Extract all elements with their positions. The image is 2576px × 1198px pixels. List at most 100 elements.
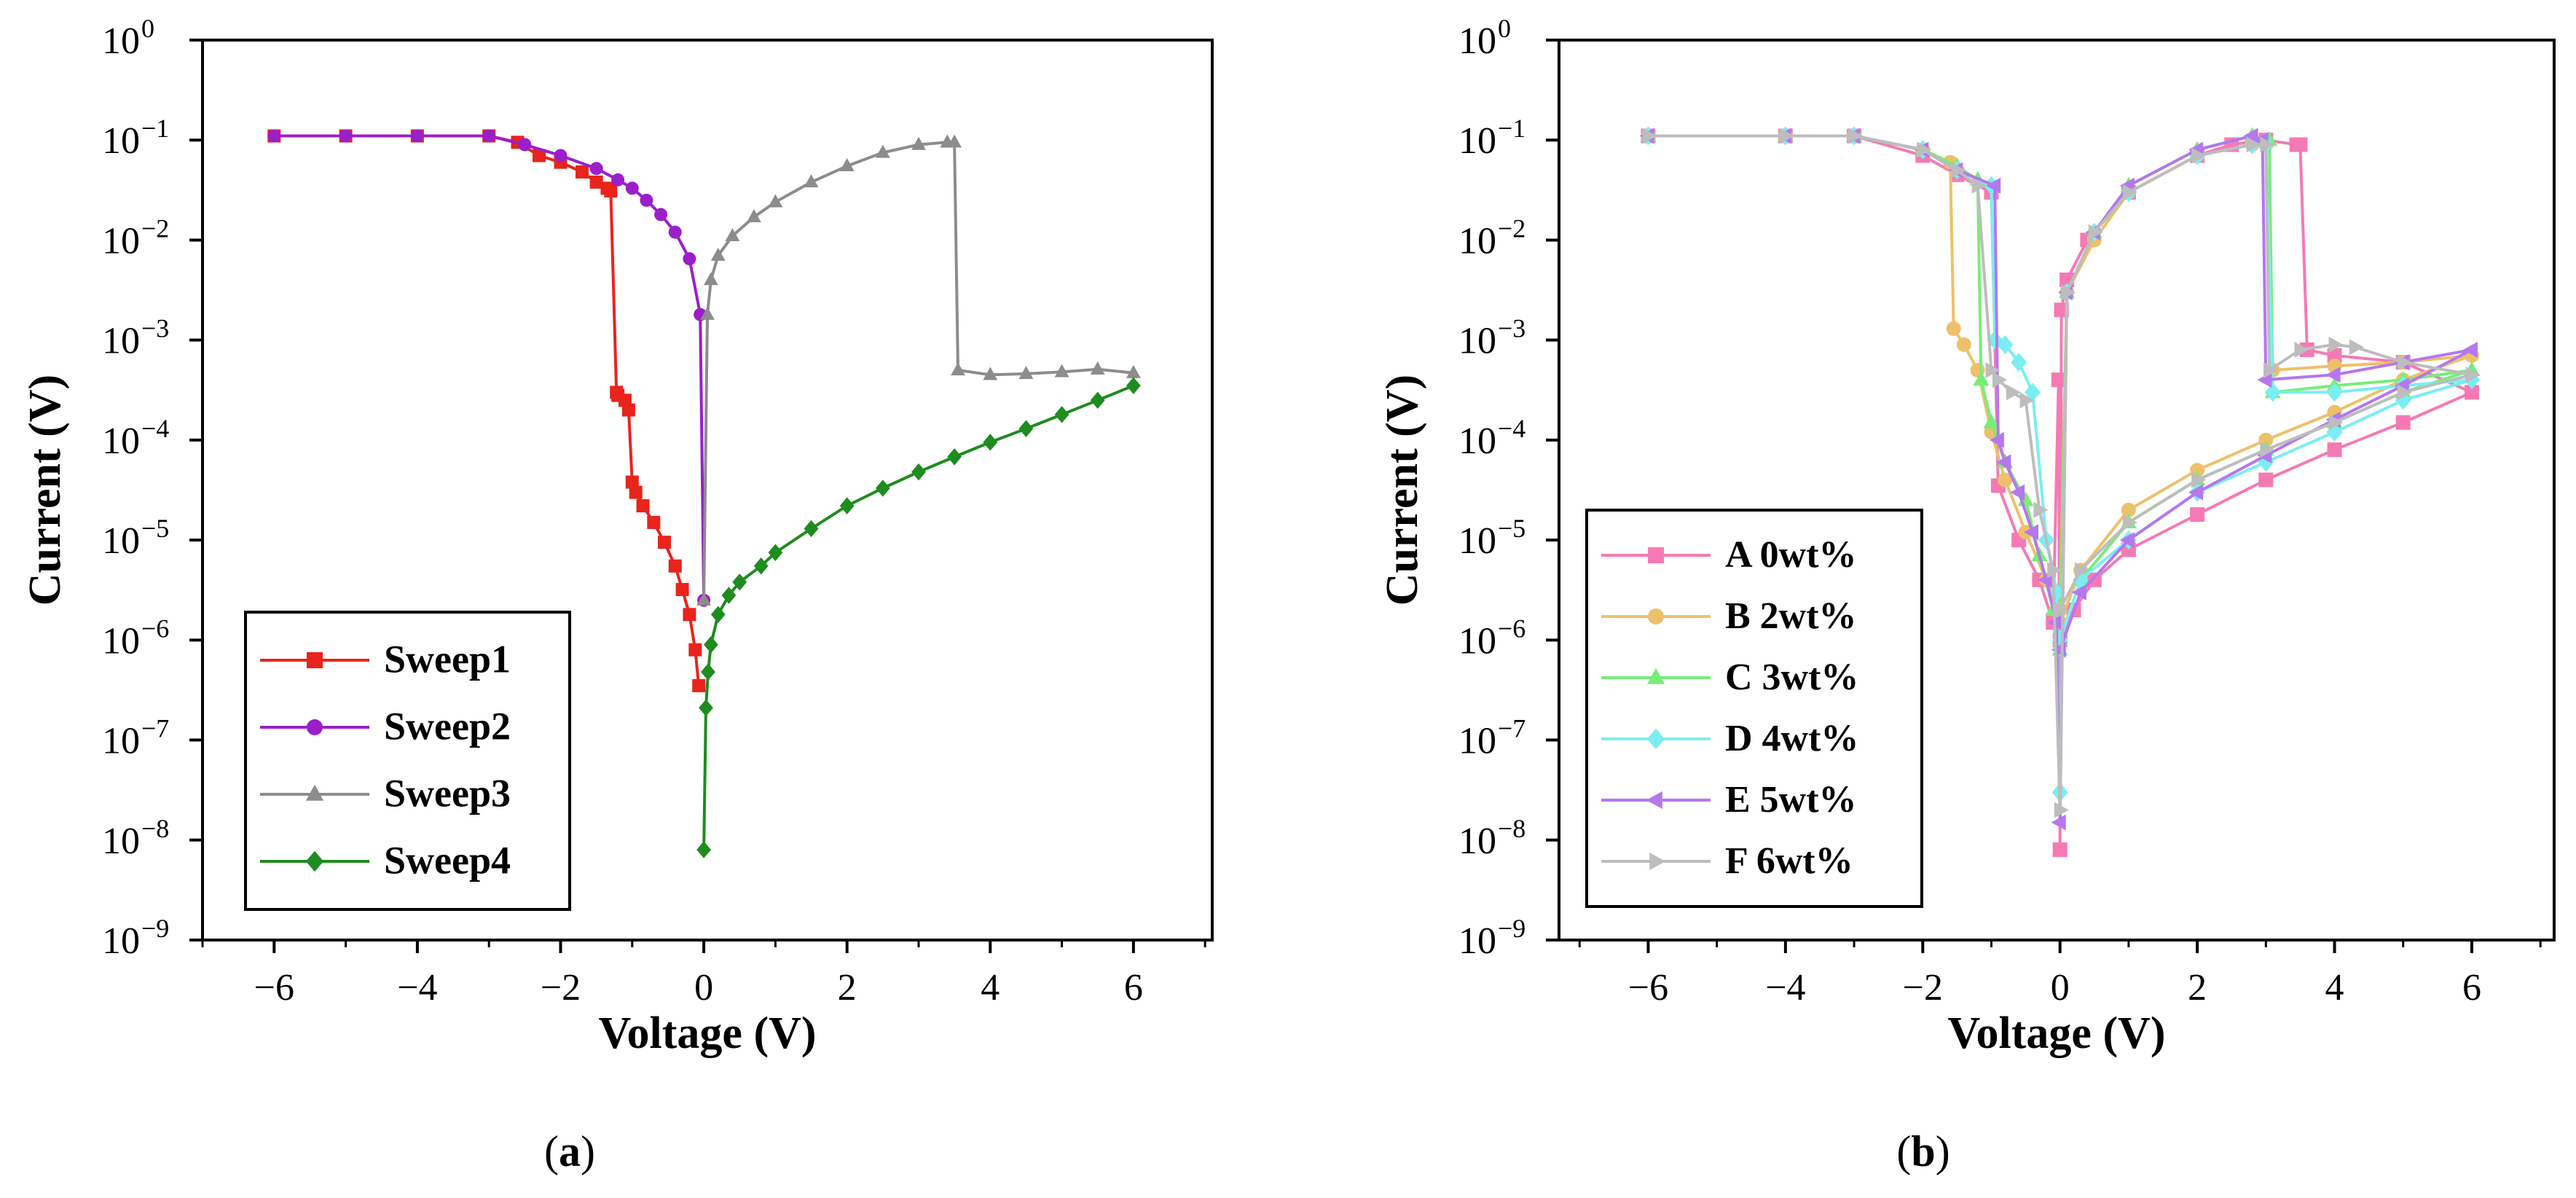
x-tick-label: 4 bbox=[2325, 967, 2344, 1009]
data-point bbox=[339, 129, 353, 143]
data-point bbox=[1126, 377, 1141, 394]
legend-item: B 2wt% bbox=[1601, 595, 1857, 637]
data-point bbox=[2010, 484, 2025, 501]
data-point bbox=[2061, 284, 2076, 301]
legend-item: D 4wt% bbox=[1601, 718, 1858, 759]
data-point bbox=[2054, 802, 2069, 818]
data-point bbox=[2052, 842, 2068, 858]
data-point bbox=[768, 194, 783, 208]
data-point bbox=[2293, 137, 2308, 152]
legend-marker bbox=[305, 850, 324, 872]
x-tick-label: 2 bbox=[838, 967, 857, 1009]
data-point bbox=[1998, 472, 2013, 488]
data-point bbox=[533, 149, 546, 163]
data-point bbox=[1973, 371, 1990, 386]
data-point bbox=[2294, 341, 2309, 358]
y-tick-exponent: −6 bbox=[141, 614, 169, 643]
data-point bbox=[696, 592, 711, 606]
series-line bbox=[1648, 134, 2473, 812]
data-point bbox=[518, 138, 532, 152]
legend-item: Sweep4 bbox=[260, 839, 511, 882]
data-point bbox=[710, 606, 726, 624]
data-point bbox=[647, 515, 661, 529]
data-point bbox=[2260, 442, 2275, 458]
data-point bbox=[2328, 336, 2344, 353]
data-point bbox=[2071, 584, 2086, 600]
y-tick-exponent: −1 bbox=[1498, 114, 1525, 143]
legend-label: D 4wt% bbox=[1725, 718, 1858, 759]
data-point bbox=[704, 272, 718, 286]
data-point bbox=[947, 134, 962, 148]
legend-marker bbox=[1649, 852, 1666, 871]
legend-item: Sweep3 bbox=[260, 772, 511, 815]
y-tick-label: 10 bbox=[1458, 120, 1496, 162]
data-point bbox=[768, 544, 783, 561]
data-point bbox=[1971, 177, 1987, 194]
data-point bbox=[1951, 162, 1966, 179]
y-tick-label: 10 bbox=[1458, 20, 1496, 62]
data-point bbox=[2188, 484, 2204, 501]
data-point bbox=[2011, 353, 2027, 372]
data-point bbox=[2462, 341, 2478, 358]
data-point bbox=[2465, 367, 2481, 383]
legend-label: F 6wt% bbox=[1725, 840, 1853, 882]
data-point bbox=[2395, 415, 2411, 430]
data-point bbox=[2263, 361, 2279, 378]
data-point bbox=[2047, 562, 2062, 579]
data-point bbox=[2258, 472, 2274, 488]
data-point bbox=[701, 663, 715, 681]
data-point bbox=[1018, 366, 1034, 380]
data-point bbox=[1992, 372, 2007, 388]
data-point bbox=[625, 475, 639, 489]
y-tick-exponent: −8 bbox=[141, 814, 169, 843]
y-tick-exponent: 0 bbox=[1498, 14, 1511, 43]
legend: A 0wt% B 2wt% C 3wt% D 4wt% E 5wt% F 6wt% bbox=[1585, 509, 1923, 908]
data-point bbox=[839, 158, 855, 172]
data-point bbox=[1779, 128, 1794, 144]
data-point bbox=[482, 129, 496, 143]
legend-label: Sweep1 bbox=[384, 638, 511, 681]
data-point bbox=[675, 583, 689, 597]
data-point bbox=[2024, 524, 2039, 541]
data-point bbox=[875, 144, 890, 158]
data-point bbox=[700, 306, 715, 320]
plot-frame bbox=[1558, 39, 2556, 941]
data-point bbox=[2260, 136, 2275, 153]
data-point bbox=[1126, 364, 1141, 378]
series-f-6wt- bbox=[1642, 128, 2481, 818]
data-point bbox=[753, 557, 769, 575]
data-point bbox=[589, 175, 603, 189]
data-point bbox=[410, 129, 424, 143]
data-point bbox=[2397, 384, 2412, 401]
series-sweep1 bbox=[267, 129, 706, 692]
y-tick-exponent: −8 bbox=[1498, 814, 1525, 843]
y-tick-exponent: −6 bbox=[1498, 614, 1525, 643]
y-tick-label: 10 bbox=[1458, 920, 1496, 962]
y-tick-exponent: −2 bbox=[1498, 214, 1525, 243]
x-tick-label: −2 bbox=[541, 967, 581, 1009]
data-point bbox=[683, 608, 696, 622]
x-tick-label: −2 bbox=[1903, 967, 1943, 1009]
legend-label: E 5wt% bbox=[1725, 779, 1857, 821]
y-tick-exponent: −5 bbox=[1498, 514, 1525, 543]
data-point bbox=[629, 485, 643, 499]
data-point bbox=[911, 463, 926, 481]
data-point bbox=[621, 403, 635, 417]
data-point bbox=[575, 165, 589, 179]
y-tick-exponent: −4 bbox=[141, 414, 169, 443]
y-tick-label: 10 bbox=[102, 420, 140, 462]
x-tick-label: 0 bbox=[2051, 967, 2070, 1009]
data-point bbox=[746, 209, 761, 223]
y-tick-exponent: −9 bbox=[141, 914, 169, 943]
data-point bbox=[2190, 507, 2205, 522]
data-point bbox=[589, 162, 603, 176]
data-point bbox=[267, 129, 281, 143]
data-point bbox=[2122, 514, 2137, 531]
legend-label: B 2wt% bbox=[1725, 595, 1857, 637]
data-point bbox=[732, 573, 747, 591]
legend-marker bbox=[1646, 728, 1665, 750]
data-point bbox=[640, 193, 653, 207]
chart-panel-b: −6 −4 −2 0 2 4 610−910−810−710−610−510−410−310… bbox=[1378, 14, 2556, 1175]
data-point bbox=[2349, 339, 2364, 356]
